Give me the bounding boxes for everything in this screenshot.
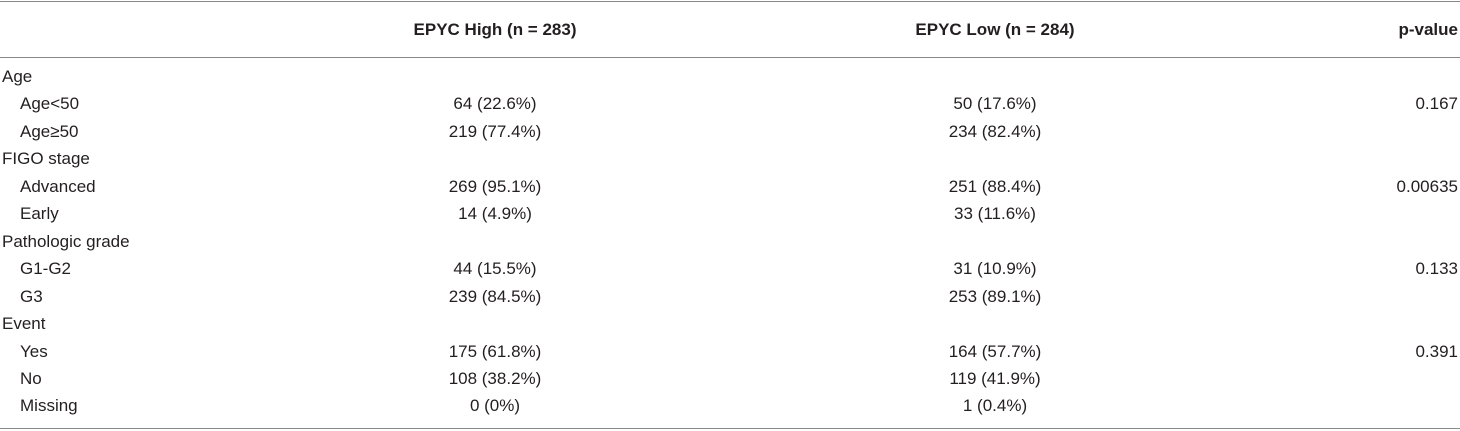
row-label: No [20, 368, 42, 388]
column-header: EPYC Low (n = 284) [915, 20, 1075, 39]
cell-value: 50 (17.6%) [953, 94, 1037, 114]
top-rule [0, 1, 1460, 2]
group-label: Pathologic grade [2, 231, 130, 251]
cell-value: 219 (77.4%) [448, 121, 542, 141]
group-label: Event [2, 314, 46, 334]
bottom-rule [0, 428, 1460, 429]
cell-value: 164 (57.7%) [948, 341, 1042, 361]
column-header: EPYC High (n = 283) [413, 20, 577, 39]
cell-value: 108 (38.2%) [448, 368, 542, 388]
header-rule [0, 57, 1460, 58]
cell-value: 64 (22.6%) [453, 94, 537, 114]
cell-value: 175 (61.8%) [448, 341, 542, 361]
row-label: Age≥50 [20, 121, 79, 141]
cell-value: 119 (41.9%) [949, 368, 1041, 388]
cell-value: 251 (88.4%) [948, 176, 1042, 196]
cell-value: 0 (0%) [469, 396, 521, 416]
cell-value: 234 (82.4%) [948, 121, 1042, 141]
cell-value: 1 (0.4%) [962, 396, 1028, 416]
cell-value: 239 (84.5%) [448, 286, 542, 306]
row-label: Early [20, 204, 59, 224]
cell-value: 269 (95.1%) [448, 176, 542, 196]
p-value: 0.00635 [1396, 176, 1458, 196]
p-value: 0.133 [1415, 259, 1458, 279]
cell-value: 33 (11.6%) [954, 204, 1036, 224]
cell-value: 14 (4.9%) [458, 204, 532, 224]
p-value: 0.391 [1415, 341, 1458, 361]
cell-value: 253 (89.1%) [948, 286, 1042, 306]
row-label: Missing [20, 396, 78, 416]
row-label: Yes [20, 341, 48, 361]
group-label: Age [2, 67, 33, 86]
row-label: Age<50 [20, 94, 80, 114]
column-header: p-value [1398, 20, 1458, 39]
row-label: G3 [20, 286, 43, 306]
cell-value: 44 (15.5%) [453, 259, 537, 279]
row-label: G1-G2 [20, 259, 72, 279]
row-label: Advanced [20, 176, 96, 196]
p-value: 0.167 [1415, 94, 1458, 114]
group-label: FIGO stage [2, 149, 90, 169]
cell-value: 31 (10.9%) [953, 259, 1037, 279]
